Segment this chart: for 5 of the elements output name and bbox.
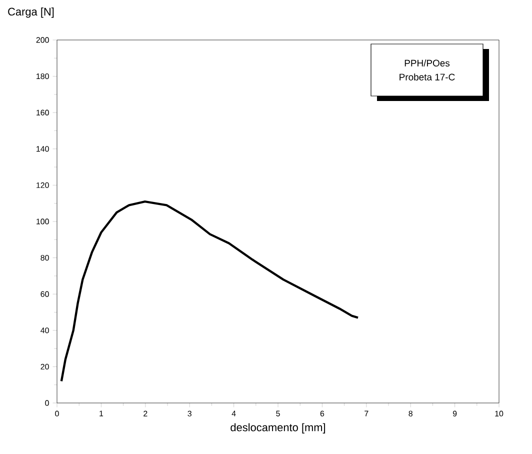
annotation: PPH/POes (404, 60, 450, 66)
annotation: Probeta 17-C (400, 73, 455, 80)
y-axis-title: Carga [N] (8, 8, 54, 18)
line-series (60, 200, 360, 382)
x-axis-title: deslocamento [mm] (230, 423, 326, 434)
